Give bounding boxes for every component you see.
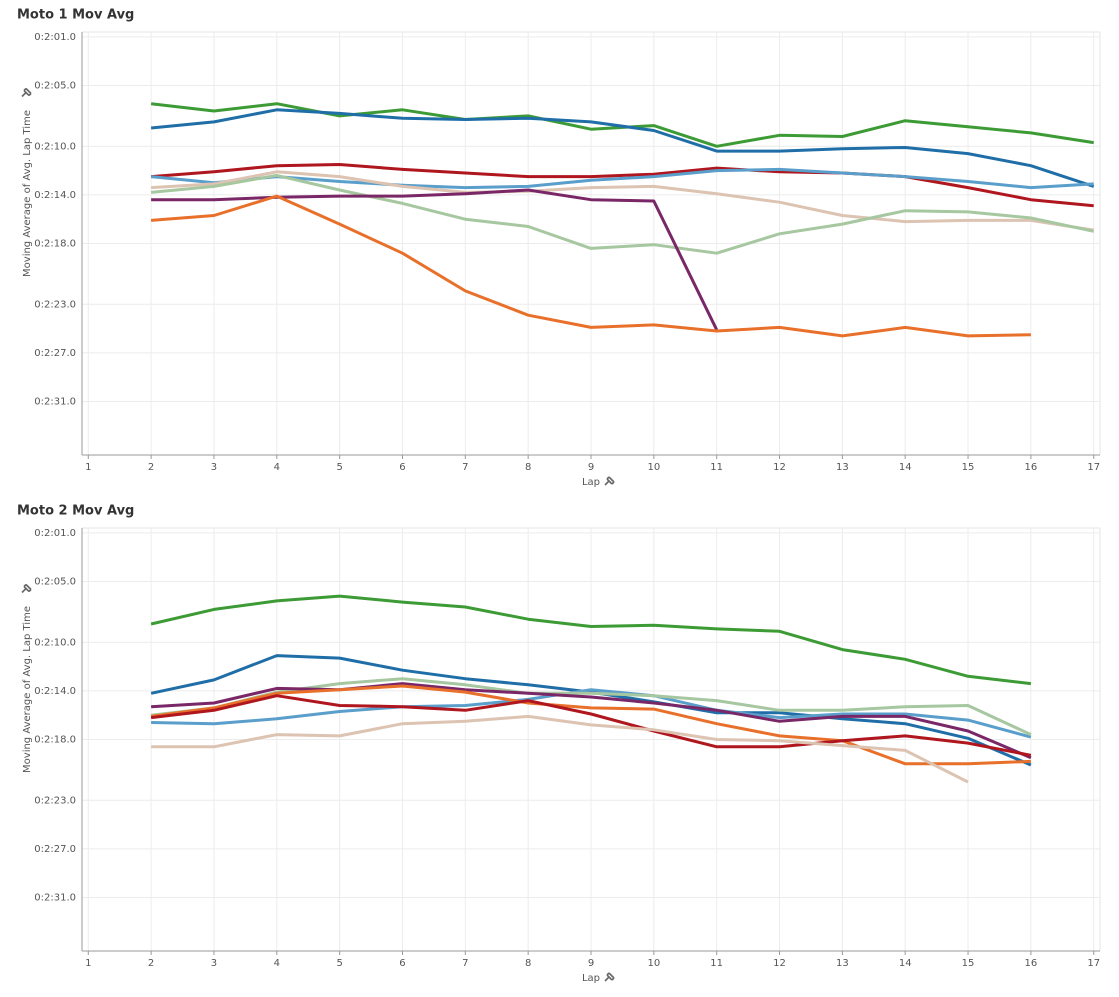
x-tick-label: 2 [148,958,154,969]
series-line [150,194,1031,338]
y-tick-label: 0:2:10.0 [34,637,76,648]
x-tick-label: 1 [85,958,91,969]
series-line [150,173,1095,255]
series-line [150,108,1095,188]
y-tick-label: 0:2:18.0 [34,735,76,746]
x-tick-label: 4 [274,958,280,969]
series-line [150,163,1094,208]
x-tick-label: 13 [836,958,849,969]
x-tick-label: 8 [525,462,531,473]
x-tick-label: 17 [1087,462,1100,473]
series-line [151,688,1032,739]
pin-icon [604,972,615,982]
x-tick-label: 15 [962,462,975,473]
chart-title: Moto 2 Mov Avg [17,504,134,519]
x-tick-label: 13 [836,462,849,473]
x-tick-label: 8 [525,958,531,969]
x-tick-label: 9 [588,958,594,969]
x-tick-label: 1 [85,462,91,473]
x-tick-label: 11 [710,958,723,969]
x-tick-label: 10 [647,462,660,473]
pin-icon [21,583,32,594]
x-tick-label: 16 [1025,958,1038,969]
series-line [151,682,1032,760]
x-tick-label: 10 [647,958,660,969]
y-tick-label: 0:2:14.0 [34,686,76,697]
y-axis-label: Moving Average of Avg. Lap Time [22,110,33,277]
x-tick-label: 5 [336,462,342,473]
series-line [150,694,1032,757]
chart: Moto 1 Mov Avg 0:2:01.0 0:2:05.0 0:2:10.0 0:… [17,8,1101,488]
y-tick-label: 0:2:05.0 [34,576,76,587]
pin-icon [21,87,32,98]
x-tick-label: 11 [710,462,723,473]
y-tick-label: 0:2:18.0 [34,239,76,250]
x-tick-label: 14 [899,958,912,969]
y-tick-label: 0:2:31.0 [34,893,76,904]
x-tick-label: 2 [148,462,154,473]
y-tick-label: 0:2:27.0 [34,844,76,855]
x-tick-label: 6 [399,958,405,969]
chart-title: Moto 1 Mov Avg [17,8,134,23]
series-line [151,714,969,784]
chart: Moto 2 Mov Avg 0:2:01.0 0:2:05.0 0:2:10.0 0:… [17,504,1101,984]
x-tick-label: 3 [211,462,217,473]
x-tick-label: 5 [336,958,342,969]
x-tick-label: 4 [274,462,280,473]
pin-icon [604,476,615,486]
x-tick-label: 7 [462,462,468,473]
x-tick-label: 14 [899,462,912,473]
x-tick-label: 9 [588,462,594,473]
y-tick-label: 0:2:23.0 [34,795,76,806]
y-tick-label: 0:2:01.0 [34,528,76,539]
series-line [150,684,1031,766]
x-tick-label: 16 [1025,462,1038,473]
x-tick-label: 12 [773,958,786,969]
y-tick-label: 0:2:27.0 [34,348,76,359]
series-line [150,167,1094,190]
series-line [150,594,1032,686]
y-tick-label: 0:2:31.0 [34,397,76,408]
y-tick-label: 0:2:10.0 [34,141,76,152]
series-line [151,188,719,331]
x-tick-label: 7 [462,958,468,969]
y-axis-label: Moving Average of Avg. Lap Time [22,606,33,773]
x-tick-label: 12 [773,462,786,473]
x-axis-label: Lap [582,477,600,488]
x-axis-label: Lap [582,973,600,984]
y-tick-label: 0:2:14.0 [34,190,76,201]
y-tick-label: 0:2:01.0 [34,32,76,43]
x-tick-label: 3 [211,958,217,969]
y-tick-label: 0:2:23.0 [34,299,76,310]
y-tick-label: 0:2:05.0 [34,80,76,91]
x-tick-label: 17 [1087,958,1100,969]
x-tick-label: 15 [962,958,975,969]
series-line [151,170,1094,232]
x-tick-label: 6 [399,462,405,473]
